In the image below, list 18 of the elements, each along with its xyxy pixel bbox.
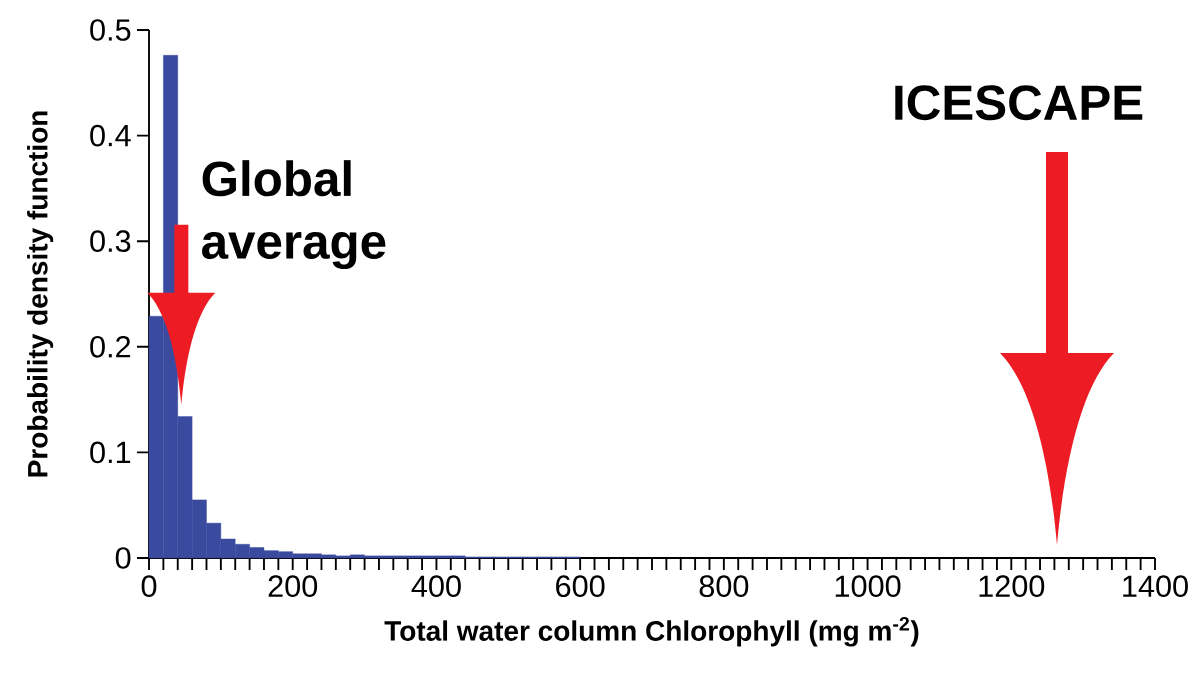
y-tick-label: 0.2: [90, 335, 131, 358]
x-tick-label: 800: [699, 575, 749, 598]
y-tick-label: 0.1: [90, 441, 131, 464]
annotation: Global average: [202, 160, 386, 269]
x-axis-title: Total water column Chlorophyll (mg m$^{-2}$): [384, 616, 919, 647]
x-tick-label: 200: [268, 575, 318, 598]
x-tick-label: 1400: [1123, 575, 1188, 598]
x-tick-label: 400: [411, 575, 461, 598]
y-tick-label: 0.5: [90, 19, 131, 41]
y-tick-label: 0.3: [90, 230, 131, 253]
x-tick-label: 0: [141, 575, 157, 598]
x-tick-label: 1200: [979, 575, 1045, 598]
x-tick-label: 1000: [835, 575, 901, 598]
annotation: ICESCAPE: [895, 85, 1143, 121]
x-tick-label: 600: [556, 575, 605, 598]
y-tick-label: 0.4: [90, 124, 131, 147]
y-tick-label: 0: [115, 547, 131, 569]
y-axis-title: Probability density function: [27, 111, 54, 477]
